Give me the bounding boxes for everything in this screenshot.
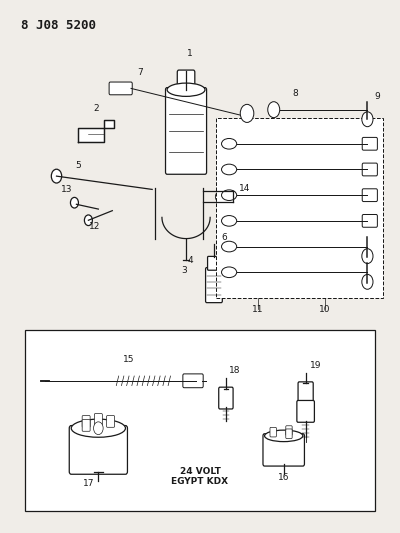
FancyBboxPatch shape: [106, 416, 114, 427]
Text: 19: 19: [310, 360, 321, 369]
Text: 16: 16: [278, 473, 290, 482]
Circle shape: [268, 102, 280, 118]
Circle shape: [240, 104, 254, 123]
FancyBboxPatch shape: [183, 374, 203, 387]
FancyBboxPatch shape: [177, 70, 195, 87]
Circle shape: [362, 274, 373, 289]
FancyBboxPatch shape: [69, 425, 128, 474]
Polygon shape: [78, 120, 114, 142]
Text: 5: 5: [76, 161, 81, 170]
Circle shape: [84, 215, 92, 225]
Text: 17: 17: [83, 480, 94, 488]
Ellipse shape: [222, 267, 237, 278]
FancyBboxPatch shape: [362, 163, 377, 176]
FancyBboxPatch shape: [109, 82, 132, 95]
FancyBboxPatch shape: [216, 118, 383, 298]
Text: 9: 9: [374, 92, 380, 101]
Ellipse shape: [264, 430, 303, 442]
FancyBboxPatch shape: [263, 434, 304, 466]
FancyBboxPatch shape: [270, 427, 276, 437]
Text: 8 J08 5200: 8 J08 5200: [21, 19, 96, 33]
FancyBboxPatch shape: [82, 416, 90, 427]
Ellipse shape: [222, 241, 237, 252]
FancyBboxPatch shape: [297, 400, 314, 422]
Circle shape: [51, 169, 62, 183]
Text: 24 VOLT: 24 VOLT: [180, 467, 220, 475]
Circle shape: [362, 112, 373, 127]
FancyBboxPatch shape: [298, 382, 313, 403]
Circle shape: [94, 422, 103, 434]
FancyBboxPatch shape: [94, 414, 102, 425]
Text: 4: 4: [188, 255, 194, 264]
FancyBboxPatch shape: [286, 426, 292, 435]
FancyBboxPatch shape: [166, 87, 206, 174]
FancyBboxPatch shape: [208, 256, 220, 270]
Ellipse shape: [222, 190, 237, 200]
FancyBboxPatch shape: [362, 138, 377, 150]
Ellipse shape: [71, 419, 126, 437]
Text: 3: 3: [181, 266, 187, 275]
FancyBboxPatch shape: [362, 214, 377, 227]
FancyBboxPatch shape: [286, 429, 292, 439]
Text: 10: 10: [319, 305, 330, 314]
Text: 18: 18: [229, 366, 240, 375]
Text: 14: 14: [239, 184, 250, 193]
Circle shape: [215, 192, 222, 201]
Text: 13: 13: [61, 185, 72, 194]
FancyBboxPatch shape: [362, 189, 377, 201]
Bar: [25, 330, 375, 511]
Circle shape: [70, 197, 78, 208]
Text: 8: 8: [293, 90, 298, 99]
Ellipse shape: [222, 139, 237, 149]
Text: EGYPT KDX: EGYPT KDX: [172, 478, 228, 486]
FancyBboxPatch shape: [206, 268, 222, 303]
Text: 15: 15: [122, 355, 134, 364]
FancyBboxPatch shape: [219, 387, 233, 409]
Text: 6: 6: [221, 233, 227, 242]
Ellipse shape: [167, 83, 205, 96]
Text: 2: 2: [94, 104, 99, 113]
Circle shape: [362, 249, 373, 264]
Ellipse shape: [222, 215, 237, 226]
Text: 11: 11: [252, 305, 264, 314]
Ellipse shape: [222, 164, 237, 175]
Text: 12: 12: [89, 222, 100, 231]
FancyBboxPatch shape: [82, 419, 90, 431]
Text: 7: 7: [137, 68, 143, 77]
Text: 1: 1: [187, 49, 193, 58]
